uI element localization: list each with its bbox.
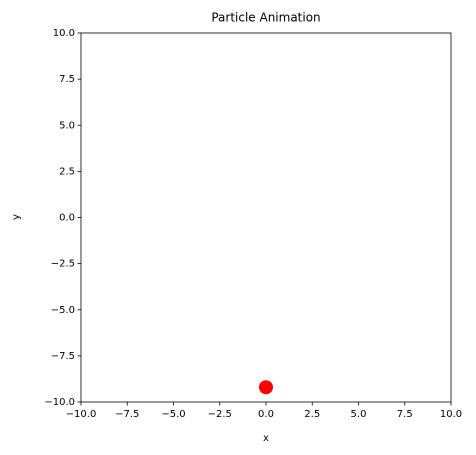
y-tick-label: −2.5 — [51, 259, 75, 270]
chart-title: Particle Animation — [211, 11, 320, 25]
x-tick-label: −5.0 — [161, 409, 185, 420]
x-tick-label: 2.5 — [304, 409, 320, 420]
x-tick-label: −7.5 — [115, 409, 139, 420]
y-axis-label: y — [11, 214, 22, 220]
plot-frame — [80, 32, 452, 403]
x-tick-label: 10.0 — [440, 409, 462, 420]
x-axis-label: x — [263, 433, 269, 444]
particle — [259, 380, 273, 395]
x-tick-label: 7.5 — [397, 409, 413, 420]
x-tick-label: 5.0 — [351, 409, 367, 420]
y-tick-label: 10.0 — [53, 28, 75, 39]
y-tick-label: 2.5 — [59, 166, 75, 177]
y-tick-label: −5.0 — [51, 305, 75, 316]
x-tick-label: −2.5 — [208, 409, 232, 420]
y-tick-label: 7.5 — [59, 74, 75, 85]
x-tick-label: 0.0 — [258, 409, 274, 420]
y-tick-label: 5.0 — [59, 120, 75, 131]
y-tick-label: 0.0 — [59, 213, 75, 224]
x-tick-label: −10.0 — [66, 409, 97, 420]
y-tick-label: −10.0 — [44, 397, 75, 408]
y-tick-label: −7.5 — [51, 351, 75, 362]
